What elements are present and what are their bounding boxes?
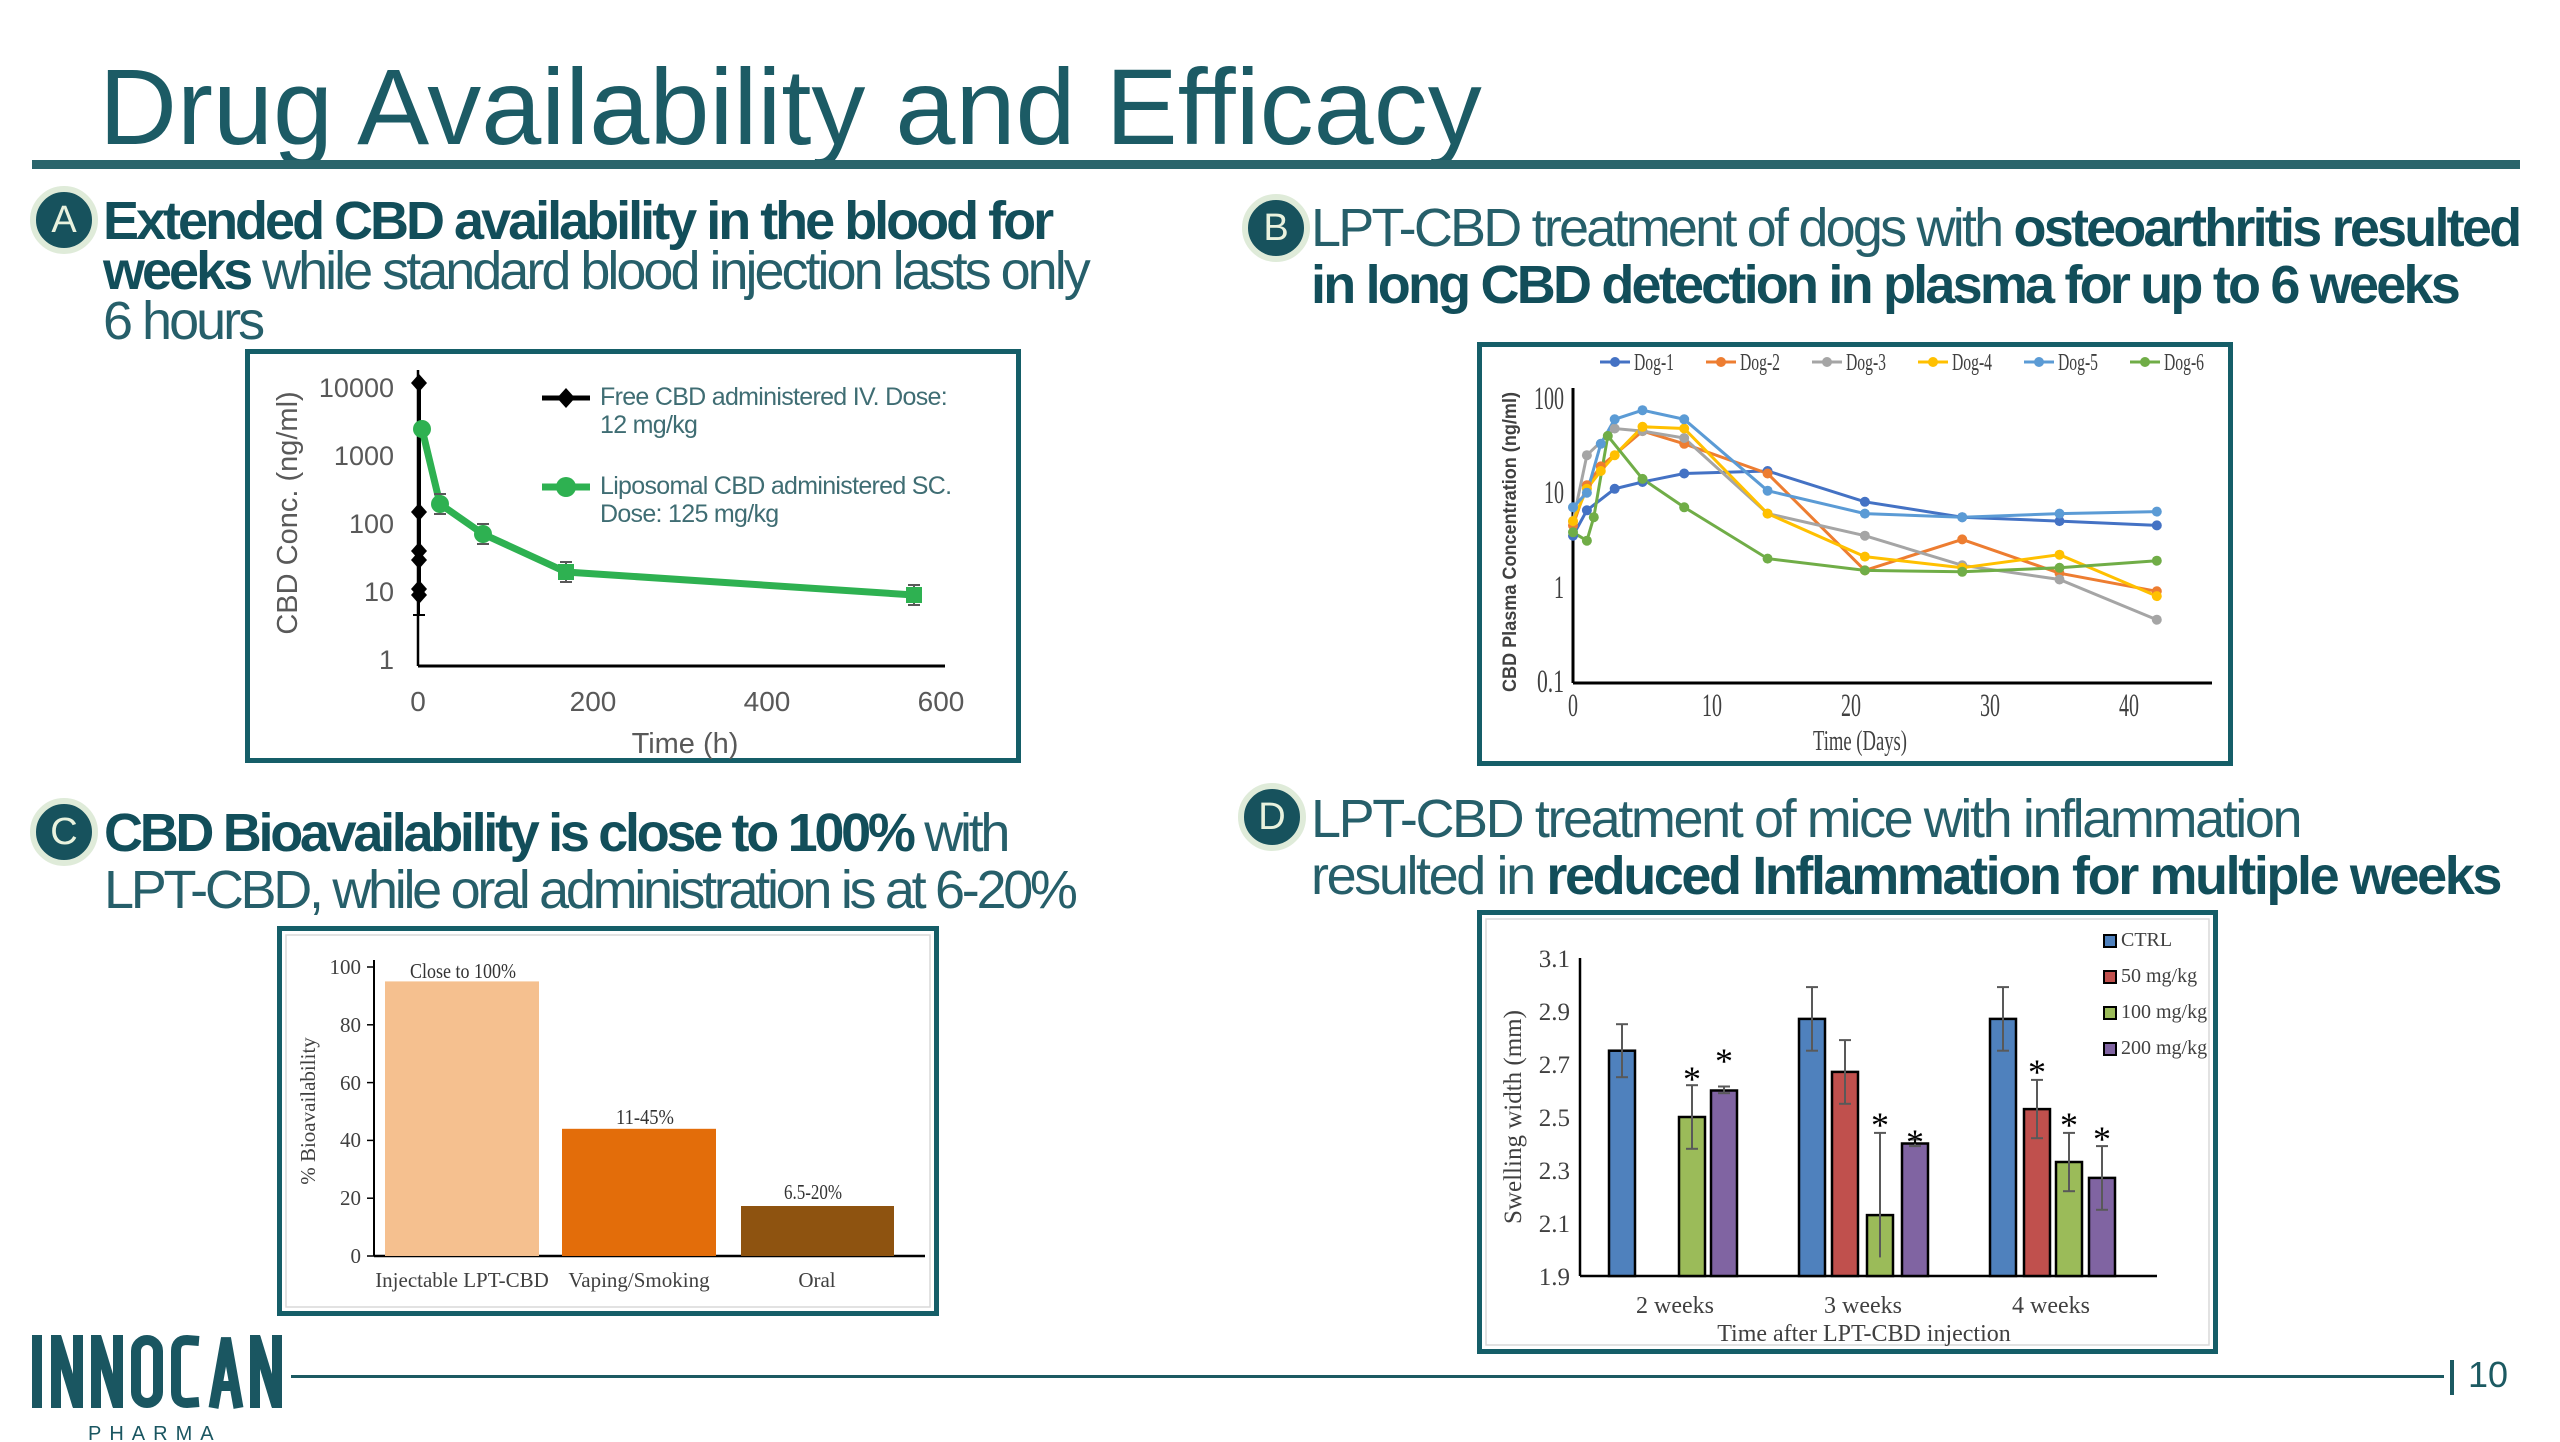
- svg-text:60: 60: [340, 1071, 361, 1095]
- svg-text:Dog-1: Dog-1: [1634, 350, 1674, 376]
- svg-text:2.1: 2.1: [1539, 1211, 1570, 1238]
- svg-text:200: 200: [570, 686, 617, 717]
- svg-text:CBD Conc. (ng/ml): CBD Conc. (ng/ml): [272, 391, 304, 634]
- svg-text:Dog-2: Dog-2: [1740, 350, 1780, 376]
- svg-text:11-45%: 11-45%: [616, 1105, 674, 1129]
- svg-text:*: *: [2060, 1105, 2078, 1145]
- svg-text:Time (Days): Time (Days): [1813, 725, 1907, 757]
- svg-text:*: *: [2028, 1052, 2046, 1092]
- svg-text:Time (h): Time (h): [632, 728, 739, 760]
- svg-text:1.9: 1.9: [1539, 1264, 1570, 1291]
- svg-text:100: 100: [1534, 381, 1564, 417]
- svg-text:Close to 100%: Close to 100%: [410, 959, 516, 983]
- svg-text:20: 20: [340, 1186, 361, 1210]
- svg-text:3 weeks: 3 weeks: [1824, 1293, 1902, 1319]
- svg-text:CTRL: CTRL: [2121, 929, 2172, 951]
- svg-text:1000: 1000: [334, 441, 394, 471]
- svg-text:6.5-20%: 6.5-20%: [784, 1180, 842, 1204]
- svg-text:*: *: [1871, 1105, 1889, 1145]
- svg-text:PHARMA: PHARMA: [88, 1423, 222, 1442]
- svg-text:2.7: 2.7: [1539, 1052, 1570, 1079]
- svg-text:Oral: Oral: [798, 1268, 835, 1292]
- svg-text:10000: 10000: [319, 373, 394, 403]
- svg-text:10: 10: [1544, 475, 1564, 511]
- svg-text:3.1: 3.1: [1539, 946, 1570, 973]
- svg-text:100: 100: [349, 509, 394, 539]
- svg-text:4 weeks: 4 weeks: [2012, 1293, 2090, 1319]
- svg-text:*: *: [1683, 1059, 1701, 1099]
- svg-text:10: 10: [1702, 688, 1722, 724]
- svg-text:0: 0: [1568, 688, 1578, 724]
- svg-text:2.3: 2.3: [1539, 1158, 1570, 1185]
- svg-text:40: 40: [340, 1128, 361, 1152]
- svg-text:Dog-4: Dog-4: [1952, 350, 1992, 376]
- svg-text:2.9: 2.9: [1539, 999, 1570, 1026]
- svg-text:0: 0: [351, 1244, 362, 1268]
- svg-text:Vaping/Smoking: Vaping/Smoking: [568, 1268, 710, 1292]
- svg-text:200 mg/kg: 200 mg/kg: [2121, 1037, 2207, 1059]
- svg-text:*: *: [2093, 1119, 2111, 1159]
- svg-text:Dog-5: Dog-5: [2058, 350, 2098, 376]
- svg-text:400: 400: [744, 686, 791, 717]
- svg-text:*: *: [1715, 1041, 1733, 1081]
- svg-text:2 weeks: 2 weeks: [1636, 1293, 1714, 1319]
- svg-text:Liposomal CBD administered SC.: Liposomal CBD administered SC.: [600, 472, 951, 500]
- svg-text:12 mg/kg: 12 mg/kg: [600, 411, 697, 439]
- svg-text:40: 40: [2119, 688, 2139, 724]
- svg-text:Dose: 125 mg/kg: Dose: 125 mg/kg: [600, 500, 779, 528]
- svg-text:*: *: [1906, 1122, 1924, 1162]
- svg-text:600: 600: [918, 686, 965, 717]
- svg-text:50 mg/kg: 50 mg/kg: [2121, 965, 2197, 987]
- svg-text:2.5: 2.5: [1539, 1105, 1570, 1132]
- svg-text:Swelling width (mm): Swelling width (mm): [1500, 1010, 1527, 1224]
- svg-text:100 mg/kg: 100 mg/kg: [2121, 1001, 2207, 1023]
- svg-text:% Bioavailability: % Bioavailability: [296, 1037, 320, 1185]
- svg-text:100: 100: [330, 955, 362, 979]
- svg-text:10: 10: [364, 577, 394, 607]
- svg-text:Time after LPT-CBD injection: Time after LPT-CBD injection: [1717, 1321, 2011, 1347]
- svg-text:Dog-3: Dog-3: [1846, 350, 1886, 376]
- svg-text:80: 80: [340, 1013, 361, 1037]
- svg-text:Free CBD administered IV. Dose: Free CBD administered IV. Dose:: [600, 383, 947, 411]
- svg-text:Injectable LPT-CBD: Injectable LPT-CBD: [375, 1268, 549, 1292]
- svg-text:1: 1: [379, 645, 394, 675]
- svg-text:1: 1: [1554, 570, 1564, 606]
- svg-text:0: 0: [410, 686, 426, 717]
- svg-text:Dog-6: Dog-6: [2164, 350, 2204, 376]
- svg-text:CBD Plasma Concentration (ng/m: CBD Plasma Concentration (ng/ml): [1500, 392, 1521, 692]
- svg-text:30: 30: [1980, 688, 2000, 724]
- svg-text:20: 20: [1841, 688, 1861, 724]
- svg-text:0.1: 0.1: [1537, 664, 1564, 700]
